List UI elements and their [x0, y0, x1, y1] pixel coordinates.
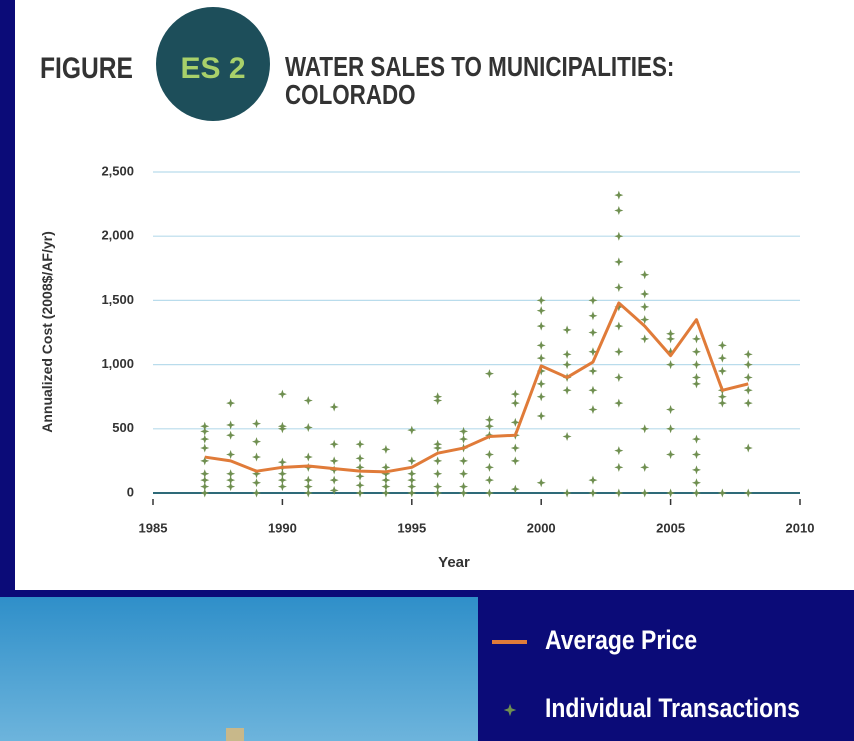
y-tick-label: 500: [112, 420, 134, 435]
legend-label: Average Price: [545, 625, 697, 655]
y-tick-label: 2,500: [101, 163, 134, 178]
figure-number: ES 2: [180, 52, 245, 85]
x-tick-label: 1985: [139, 520, 168, 535]
x-tick-label: 1995: [397, 520, 426, 535]
chart-title: WATER SALES TO MUNICIPALITIES:: [285, 52, 674, 83]
y-tick-label: 2,000: [101, 228, 134, 243]
x-tick-label: 2000: [527, 520, 556, 535]
x-tick-label: 1990: [268, 520, 297, 535]
x-axis-label: Year: [438, 554, 470, 571]
photo-building: [226, 728, 244, 741]
x-tick-label: 2005: [656, 520, 685, 535]
legend-label: Individual Transactions: [545, 693, 800, 723]
chart-title: COLORADO: [285, 80, 416, 111]
y-tick-label: 1,000: [101, 356, 134, 371]
figure-label: FIGURE: [40, 51, 133, 85]
chart: FIGURE ES 2 WATER SALES TO MUNICIPALITIE…: [0, 0, 854, 741]
x-tick-label: 2010: [786, 520, 815, 535]
y-axis-label: Annualized Cost (2008$/AF/yr): [39, 231, 55, 433]
page: FIGURE ES 2 WATER SALES TO MUNICIPALITIE…: [0, 0, 854, 741]
photo: [0, 597, 478, 741]
figure-panel: [15, 0, 854, 590]
y-tick-label: 1,500: [101, 292, 134, 307]
y-tick-label: 0: [127, 484, 134, 499]
